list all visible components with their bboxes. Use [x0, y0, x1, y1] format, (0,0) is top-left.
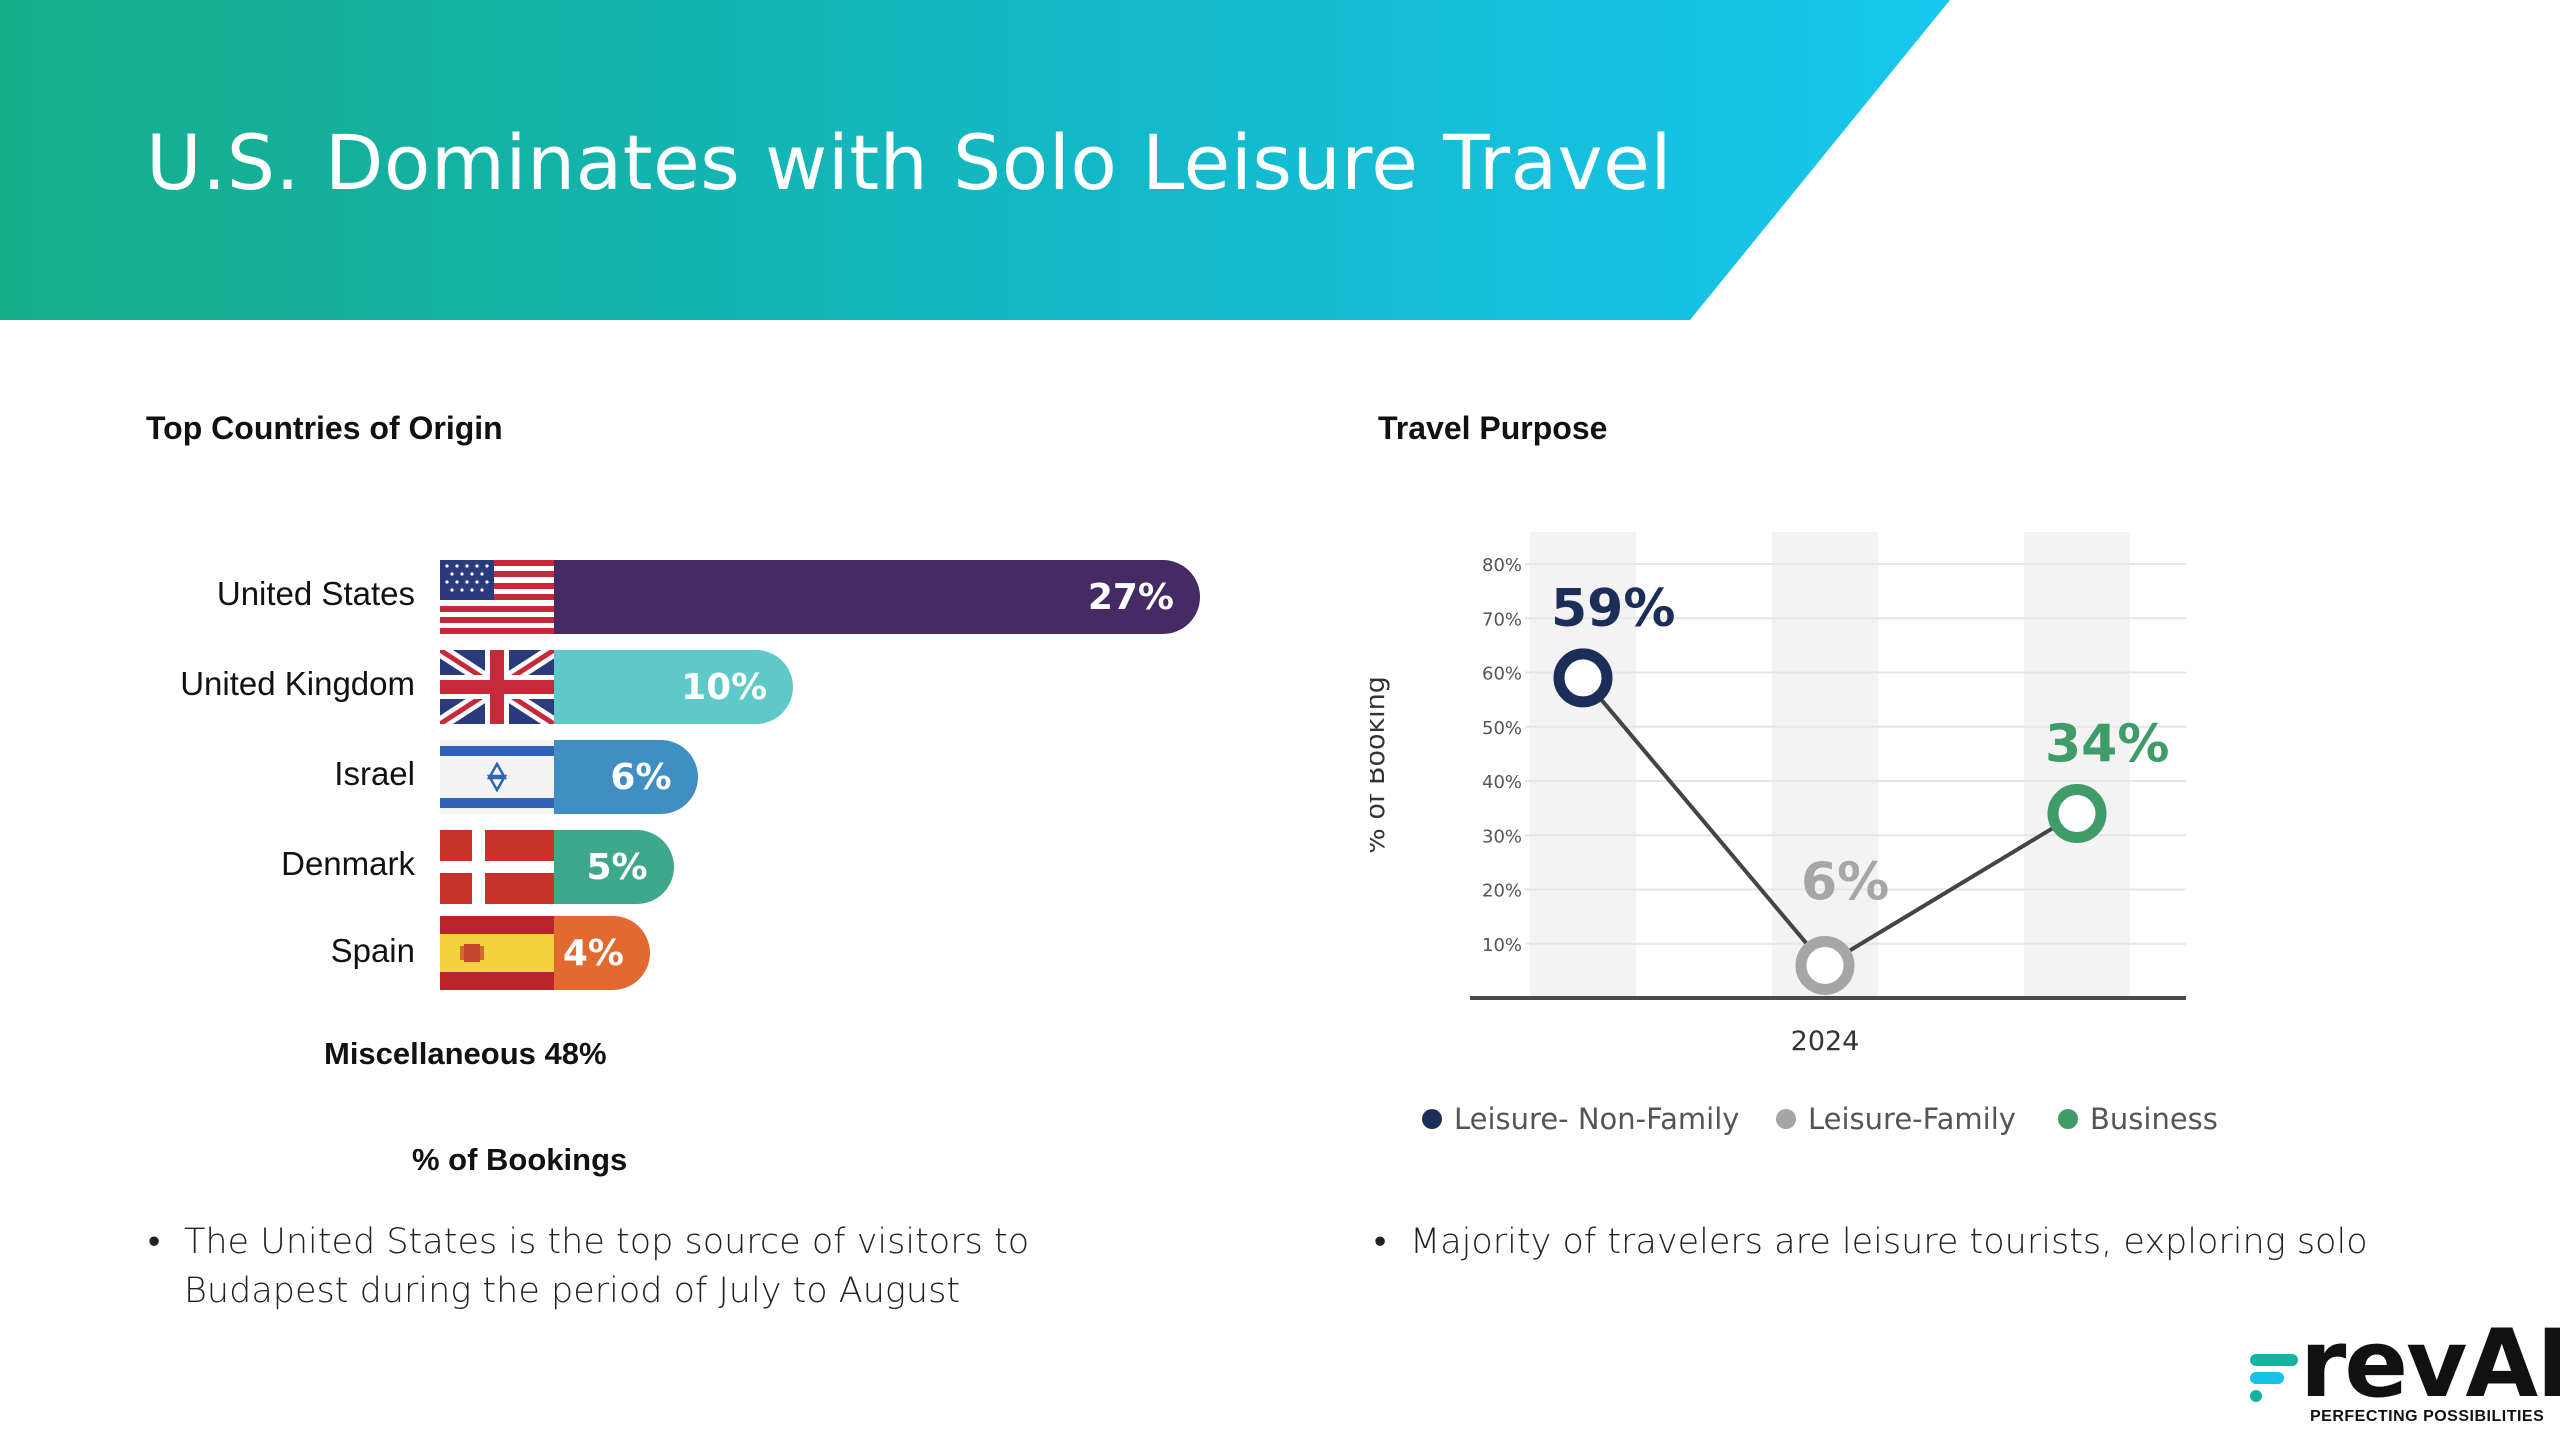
purpose-bullet-text: Majority of travelers are leisure touris…: [1410, 1222, 2368, 1262]
miscellaneous-label: Miscellaneous 48%: [324, 1036, 607, 1071]
y-tick-label: 70%: [1482, 609, 1522, 630]
countries-bullet-text: The United States is the top source of v…: [184, 1222, 1030, 1311]
x-axis-category-label: 2024: [1791, 1026, 1860, 1057]
denmark-flag-icon: [440, 830, 554, 904]
data-point-leisure-non-family: [1553, 648, 1613, 708]
bar-united-states: 27%: [440, 560, 1200, 634]
legend-dot-icon: [2058, 1109, 2078, 1129]
column-band-3: [2024, 532, 2130, 996]
bar-label-united-kingdom: United Kingdom: [180, 665, 415, 702]
bar-label-spain: Spain: [330, 932, 415, 969]
y-axis-label: % of Booking: [1370, 676, 1391, 854]
uk-flag-icon: [440, 650, 554, 724]
column-band-2: [1772, 532, 1878, 996]
bar-value-united-kingdom: 10%: [681, 666, 768, 708]
legend-dot-icon: [1422, 1109, 1442, 1129]
bar-value-denmark: 5%: [586, 846, 648, 888]
y-tick-label: 60%: [1482, 664, 1522, 685]
legend-dot-icon: [1776, 1109, 1796, 1129]
israel-flag-icon: [440, 740, 554, 814]
bullet-dot-icon: •: [1374, 1222, 1387, 1262]
purpose-section-title: Travel Purpose: [1378, 410, 1608, 446]
y-tick-label: 40%: [1482, 772, 1522, 793]
y-tick-label: 80%: [1482, 555, 1522, 576]
us-flag-icon: [440, 560, 554, 634]
data-label-business: 34%: [2045, 715, 2169, 775]
bar-value-united-states: 27%: [1087, 576, 1174, 618]
y-tick-label: 30%: [1482, 826, 1522, 847]
y-tick-label: 10%: [1482, 935, 1522, 956]
data-point-leisure-family: [1795, 935, 1855, 995]
legend-item-leisure-family: Leisure-Family: [1776, 1102, 2016, 1136]
header-band: [0, 0, 1950, 320]
bullet-dot-icon: •: [148, 1222, 161, 1262]
column-band-1: [1530, 532, 1636, 996]
data-point-business: [2047, 784, 2107, 844]
spain-flag-icon: [440, 916, 554, 990]
travel-purpose-line-chart: 10% 20% 30% 40% 50% 60% 70% 80% % of Booking 20…: [1370, 532, 2186, 1057]
legend-label-business: Business: [2090, 1102, 2218, 1136]
purpose-bullet: • Majority of travelers are leisure tour…: [1374, 1218, 2510, 1267]
legend-item-business: Business: [2058, 1102, 2218, 1136]
legend-item-leisure-non-family: Leisure- Non-Family: [1422, 1102, 1739, 1136]
data-label-leisure-family: 6%: [1801, 852, 1889, 912]
data-label-leisure-non-family: 59%: [1551, 579, 1675, 639]
revai-logo-tagline: PERFECTING POSSIBILITIES: [2310, 1408, 2545, 1425]
bar-label-united-states: United States: [216, 575, 415, 612]
y-tick-label: 20%: [1482, 881, 1522, 902]
bookings-axis-label: % of Bookings: [412, 1142, 628, 1177]
y-tick-label: 50%: [1482, 718, 1522, 739]
countries-bullet: • The United States is the top source of…: [148, 1218, 1084, 1316]
bar-value-israel: 6%: [610, 756, 672, 798]
page-title: U.S. Dominates with Solo Leisure Travel: [146, 118, 1673, 207]
legend-label-leisure-family: Leisure-Family: [1808, 1102, 2016, 1136]
legend-label-leisure-non-family: Leisure- Non-Family: [1454, 1102, 1740, 1136]
revai-logo-wordmark: revAI: [2300, 1310, 2560, 1419]
bar-label-denmark: Denmark: [281, 845, 415, 882]
bar-label-israel: Israel: [334, 755, 415, 792]
countries-section-title: Top Countries of Origin: [146, 410, 503, 446]
revai-logo-mark-icon: [2250, 1354, 2298, 1402]
bar-value-spain: 4%: [562, 932, 624, 974]
